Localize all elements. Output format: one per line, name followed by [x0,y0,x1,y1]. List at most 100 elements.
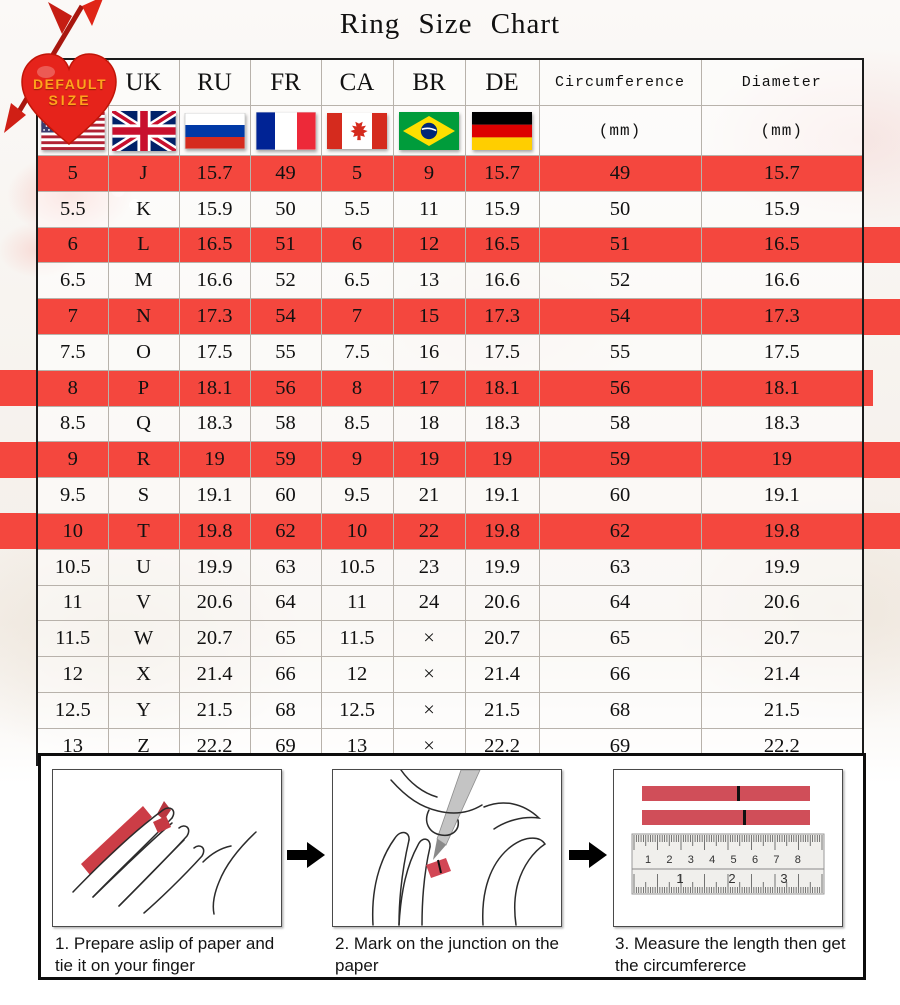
table-cell: 56 [538,369,702,407]
table-cell: 9.5 [320,477,394,514]
table-cell: 59 [249,441,322,479]
table-cell: 12.5 [320,691,394,729]
ruler-number: 2 [728,871,735,886]
table-cell: × [392,691,466,729]
table-cell: 65 [249,620,322,658]
table-row: 12.5 Y 21.5 68 12.5 × 21.5 68 21.5 [36,691,864,729]
table-row: 8 P 18.1 56 8 17 18.1 56 18.1 [36,369,864,407]
br-flag-cell [392,105,466,156]
table-cell: 21.5 [700,691,864,729]
table-cell: 18.3 [700,405,864,443]
ruler-number: 1 [676,871,683,886]
table-cell: V [107,584,180,622]
table-cell: 17 [392,369,466,407]
table-cell: 11 [36,584,109,622]
table-cell: S [107,477,180,514]
uk-flag-cell [107,105,180,156]
table-row: 6 L 16.5 51 6 12 16.5 51 16.5 [36,226,864,264]
table-cell: 5.5 [320,190,394,228]
row-highlight-strip [0,370,39,406]
table-cell: 21.4 [700,656,864,693]
table-row: 5 J 15.7 49 5 9 15.7 49 15.7 [36,155,864,192]
table-cell: 15.9 [178,190,251,228]
ca-flag-icon [327,112,387,149]
table-cell: 19 [178,441,251,479]
table-cell: 54 [538,298,702,335]
table-cell: 12.5 [36,691,109,729]
table-cell: 17.5 [464,333,540,371]
size-table-body: 5 J 15.7 49 5 9 15.7 49 15.7 5.5 K 15.9 50 5.5 11 15.9 5… [36,155,864,766]
table-cell: 50 [538,190,702,228]
table-cell: 17.3 [700,298,864,335]
table-cell: 64 [249,584,322,622]
table-cell: 10 [320,512,394,550]
table-row: 12 X 21.4 66 12 × 21.4 66 21.4 [36,656,864,693]
row-highlight-strip [859,513,900,549]
heart-icon [21,53,117,145]
badge-text: DEFAULT SIZE [20,76,120,108]
step-arrow-icon [287,842,325,868]
table-cell: 5 [320,155,394,192]
table-cell: 6.5 [320,262,394,300]
table-cell: 19.1 [700,477,864,514]
table-cell: 24 [392,584,466,622]
badge-line2: SIZE [48,92,92,109]
row-highlight-strip [859,227,900,263]
table-row: 7 N 17.3 54 7 15 17.3 54 17.3 [36,298,864,335]
table-cell: 50 [249,190,322,228]
table-cell: 8.5 [36,405,109,443]
table-cell: J [107,155,180,192]
table-cell: 9 [320,441,394,479]
table-cell: 8.5 [320,405,394,443]
ruler-number: 6 [752,854,758,866]
table-cell: 18.3 [178,405,251,443]
ruler-number: 2 [666,854,672,866]
table-cell: 19 [392,441,466,479]
table-cell: 51 [249,226,322,264]
table-cell: 17.3 [464,298,540,335]
table-cell: 49 [538,155,702,192]
table-cell: P [107,369,180,407]
table-cell: 55 [249,333,322,371]
col-header-uk: UK [107,58,180,106]
br-flag-icon [399,111,459,150]
table-cell: 64 [538,584,702,622]
ruler-number: 3 [688,854,694,866]
table-cell: 7 [36,298,109,335]
table-cell: 52 [249,262,322,300]
heart-arrow-icon [4,0,117,145]
table-cell: 21.5 [464,691,540,729]
table-cell: K [107,190,180,228]
row-highlight-strip [0,442,39,478]
table-cell: O [107,333,180,371]
table-cell: 11 [320,584,394,622]
table-cell: T [107,512,180,550]
table-cell: 13 [392,262,466,300]
table-cell: 7 [320,298,394,335]
table-cell: × [392,620,466,658]
table-cell: 68 [249,691,322,729]
table-cell: 11 [392,190,466,228]
col-header-de: DE [464,58,540,106]
table-cell: 15.9 [464,190,540,228]
row-highlight-strip [859,442,900,478]
table-cell: W [107,620,180,658]
table-cell: 56 [249,369,322,407]
table-cell: 18 [392,405,466,443]
table-row: 11 V 20.6 64 11 24 20.6 64 20.6 [36,584,864,622]
table-cell: 19.8 [464,512,540,550]
table-cell: 22 [392,512,466,550]
ruler-number: 3 [780,871,787,886]
table-cell: 18.1 [178,369,251,407]
flag-row: (mm) (mm) [36,105,864,156]
table-cell: 52 [538,262,702,300]
table-cell: 11.5 [320,620,394,658]
de-flag-icon [472,111,532,150]
col-header-fr: FR [249,58,322,106]
marking-with-pen-icon [371,769,547,926]
ruler-number: 4 [709,854,715,866]
table-cell: 16.6 [700,262,864,300]
table-cell: L [107,226,180,264]
ruler-number: 7 [773,854,779,866]
